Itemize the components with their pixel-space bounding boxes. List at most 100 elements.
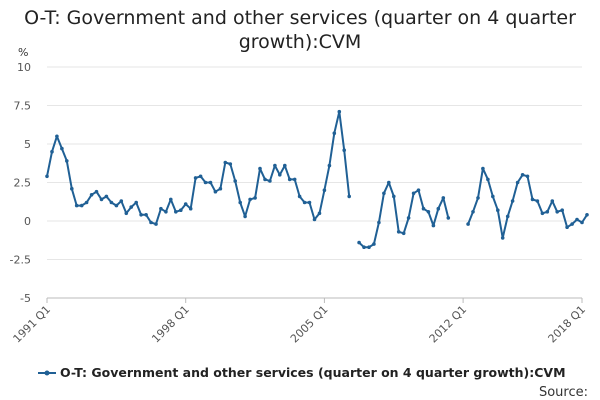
x-tick-label: 1998 Q1 bbox=[149, 303, 192, 346]
data-point bbox=[347, 194, 352, 199]
data-point bbox=[555, 210, 559, 214]
data-point bbox=[268, 179, 272, 183]
data-point bbox=[416, 188, 421, 192]
chart-title: O-T: Government and other services (quar… bbox=[24, 7, 576, 53]
data-point bbox=[228, 162, 233, 166]
data-point bbox=[525, 174, 530, 179]
data-point bbox=[243, 214, 247, 219]
series-line bbox=[467, 167, 588, 239]
data-point bbox=[401, 231, 406, 236]
data-point bbox=[94, 189, 99, 194]
y-tick-label: 0 bbox=[24, 215, 31, 228]
y-tick-label: -5 bbox=[20, 292, 31, 305]
data-point bbox=[496, 208, 500, 212]
data-point bbox=[287, 177, 292, 182]
data-point bbox=[104, 194, 109, 199]
data-point bbox=[129, 205, 133, 209]
data-point bbox=[159, 206, 163, 211]
data-point bbox=[510, 199, 515, 203]
data-point bbox=[74, 203, 79, 208]
data-point bbox=[84, 200, 89, 205]
data-point bbox=[119, 199, 124, 203]
data-point bbox=[317, 211, 322, 216]
data-point bbox=[471, 210, 475, 214]
data-point bbox=[124, 211, 129, 216]
data-point bbox=[55, 134, 59, 139]
data-point bbox=[387, 180, 391, 185]
data-point bbox=[223, 160, 228, 165]
data-point bbox=[565, 225, 569, 229]
data-point bbox=[535, 199, 540, 203]
data-point bbox=[238, 200, 242, 205]
data-point bbox=[505, 214, 510, 219]
data-point bbox=[60, 146, 64, 151]
data-point bbox=[446, 216, 451, 220]
data-point bbox=[530, 197, 535, 202]
series-line bbox=[46, 110, 351, 226]
data-point bbox=[278, 173, 282, 177]
legend-marker bbox=[44, 370, 50, 376]
data-point bbox=[164, 210, 168, 214]
data-point bbox=[70, 186, 74, 191]
data-point bbox=[50, 149, 54, 154]
data-point bbox=[258, 166, 262, 171]
data-point bbox=[411, 191, 416, 196]
y-axis-unit-label: % bbox=[18, 46, 28, 59]
data-point bbox=[377, 220, 381, 225]
data-point bbox=[540, 211, 545, 216]
data-point bbox=[327, 163, 332, 168]
data-point bbox=[292, 177, 297, 182]
data-point bbox=[322, 188, 327, 192]
data-point bbox=[283, 163, 287, 168]
data-point bbox=[426, 210, 431, 214]
y-tick-label: 7.5 bbox=[14, 100, 32, 113]
data-point bbox=[585, 213, 589, 217]
data-point bbox=[396, 230, 401, 234]
data-point bbox=[193, 176, 198, 180]
data-point bbox=[139, 213, 143, 217]
data-point bbox=[208, 180, 213, 185]
data-point bbox=[367, 245, 371, 249]
data-point bbox=[144, 213, 148, 217]
source-label: Source: bbox=[539, 385, 588, 400]
data-point bbox=[575, 217, 579, 222]
data-point bbox=[332, 131, 337, 135]
data-point bbox=[114, 203, 119, 208]
data-point bbox=[406, 216, 411, 220]
x-tick-label: 2005 Q1 bbox=[288, 303, 331, 346]
data-point bbox=[89, 193, 94, 197]
data-point bbox=[392, 194, 396, 199]
y-tick-label: 10 bbox=[17, 61, 31, 74]
data-point bbox=[362, 245, 366, 249]
data-point bbox=[550, 199, 555, 203]
data-point bbox=[481, 166, 485, 171]
data-point bbox=[273, 163, 277, 168]
data-point bbox=[500, 236, 505, 240]
data-point bbox=[515, 180, 520, 185]
data-point bbox=[183, 202, 188, 206]
x-tick-label: 2018 Q1 bbox=[546, 303, 589, 346]
data-point bbox=[312, 217, 317, 222]
data-point bbox=[476, 196, 480, 200]
data-point bbox=[297, 194, 302, 199]
data-point bbox=[213, 189, 218, 194]
data-point bbox=[302, 200, 307, 205]
data-point bbox=[149, 220, 153, 225]
data-point bbox=[263, 177, 267, 182]
data-point bbox=[357, 240, 361, 245]
data-point bbox=[218, 186, 223, 191]
data-point bbox=[520, 173, 525, 177]
data-point bbox=[307, 200, 312, 205]
data-point bbox=[441, 196, 446, 200]
data-point bbox=[154, 222, 158, 226]
data-point bbox=[198, 174, 203, 179]
data-point bbox=[188, 206, 193, 211]
data-point bbox=[382, 191, 386, 196]
data-point bbox=[570, 222, 574, 226]
data-point bbox=[65, 159, 69, 163]
y-tick-label: 2.5 bbox=[14, 177, 32, 190]
data-point bbox=[45, 174, 49, 179]
data-point bbox=[421, 206, 426, 211]
